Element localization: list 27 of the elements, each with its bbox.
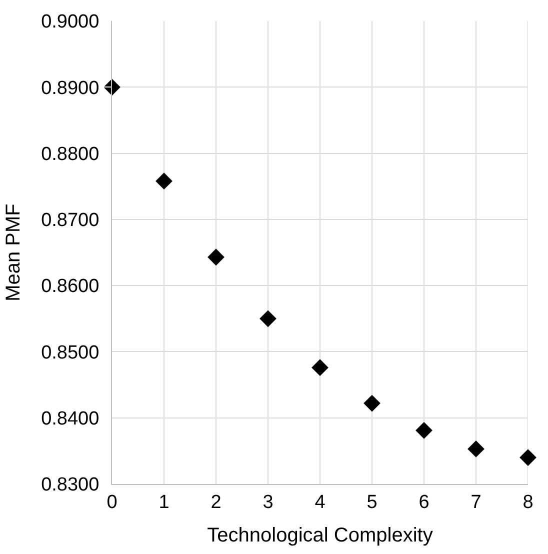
point	[260, 310, 276, 328]
point	[156, 172, 172, 190]
x-axis-title: Technological Complexity	[207, 524, 433, 546]
point	[468, 440, 484, 458]
x-tick-label: 6	[418, 492, 430, 513]
x-tick-label: 8	[522, 492, 534, 513]
y-tick-label: 0.8300	[41, 474, 100, 496]
y-tick-label: 0.8800	[41, 144, 100, 165]
y-tick-label: 0.8700	[41, 210, 100, 232]
point	[416, 422, 432, 439]
y-tick-label: 0.8500	[41, 342, 100, 364]
x-tick-label: 1	[158, 492, 170, 513]
x-tick-label: 0	[106, 492, 118, 513]
point	[364, 394, 380, 412]
x-tick-label: 2	[210, 492, 222, 513]
y-tick-label: 0.8900	[41, 78, 100, 99]
y-tick-label: 0.9000	[41, 12, 100, 33]
x-tick-label: 7	[470, 492, 482, 513]
y-tick-label: 0.8600	[41, 276, 100, 298]
point	[520, 449, 536, 466]
point	[208, 248, 224, 266]
x-tick-label: 4	[314, 492, 326, 513]
y-tick-label: 0.8400	[41, 408, 100, 430]
point	[312, 359, 328, 376]
x-tick-label: 3	[262, 492, 274, 513]
x-tick-label: 5	[366, 492, 378, 513]
y-axis-title: Mean PMF	[2, 204, 25, 302]
